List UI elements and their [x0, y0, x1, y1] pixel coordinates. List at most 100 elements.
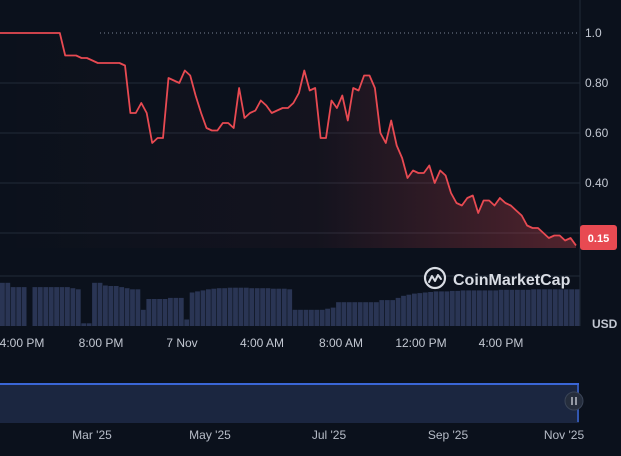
navigator-label: Mar '25	[72, 428, 112, 442]
brand-name: CoinMarketCap	[453, 272, 571, 289]
volume-bar	[558, 289, 564, 326]
y-axis-unit: USD	[592, 317, 618, 331]
volume-bar	[168, 297, 173, 326]
x-tick-label: 4:00 PM	[0, 336, 44, 350]
volume-bar	[569, 289, 574, 326]
volume-bar	[135, 289, 141, 326]
volume-bar	[43, 287, 49, 326]
volume-bar	[444, 291, 450, 326]
y-tick-label: 0.60	[585, 126, 609, 140]
volume-bar	[222, 288, 227, 326]
volume-bar	[455, 290, 461, 326]
volume-bar	[422, 292, 428, 326]
volume-bar	[254, 288, 260, 326]
volume-bar	[498, 289, 504, 326]
volume-bar	[249, 288, 255, 326]
price-area-fill	[0, 33, 576, 248]
x-tick-label: 4:00 AM	[240, 336, 284, 350]
volume-bar	[314, 309, 320, 326]
x-tick-label: 4:00 PM	[479, 336, 524, 350]
volume-bar	[417, 293, 423, 326]
y-axis: 0.40 0.60 0.80 1.0	[585, 26, 609, 190]
volume-bar	[374, 302, 379, 326]
navigator-label: Sep '25	[428, 428, 469, 442]
volume-bar	[119, 287, 125, 326]
volume-bar	[103, 285, 108, 326]
volume-bar	[211, 288, 217, 326]
volume-bar	[319, 309, 325, 326]
volume-bar	[357, 302, 363, 326]
volume-bar	[384, 300, 390, 326]
volume-bar	[189, 292, 195, 326]
volume-bar	[108, 286, 114, 326]
volume-bar	[298, 309, 303, 326]
volume-bar	[395, 297, 401, 326]
volume-bar	[113, 286, 119, 326]
volume-bar	[16, 287, 22, 326]
volume-bar	[390, 300, 396, 326]
x-axis: 4:00 PM 8:00 PM 7 Nov 4:00 AM 8:00 AM 12:00 P…	[0, 336, 523, 350]
volume-bar	[216, 288, 222, 326]
volume-bar	[140, 309, 146, 326]
volume-bar	[146, 299, 152, 326]
price-badge: 0.15	[580, 225, 617, 250]
brand-watermark: CoinMarketCap	[423, 266, 571, 290]
volume-bar	[412, 293, 417, 326]
volume-bar	[401, 295, 406, 326]
volume-bar	[54, 287, 59, 326]
volume-bar	[520, 289, 526, 326]
volume-bar	[173, 297, 179, 326]
volume-bar	[460, 290, 466, 326]
volume-bar	[260, 288, 265, 326]
volume-bar	[330, 307, 336, 326]
volume-bar	[5, 282, 11, 326]
x-tick-label: 8:00 AM	[319, 336, 363, 350]
volume-bar	[243, 287, 249, 326]
volume-bar	[10, 287, 16, 326]
volume-bar	[379, 300, 385, 326]
price-badge-value: 0.15	[588, 233, 609, 245]
y-tick-label: 0.80	[585, 76, 609, 90]
volume-bar	[151, 299, 157, 326]
volume-bar	[206, 289, 211, 326]
x-tick-label: 7 Nov	[166, 336, 197, 350]
volume-bar	[157, 299, 162, 326]
volume-bar	[287, 289, 293, 326]
volume-bar	[433, 291, 439, 326]
volume-bar	[406, 294, 412, 326]
volume-bar	[449, 290, 455, 326]
volume-bar	[70, 288, 76, 326]
volume-bar	[509, 289, 515, 326]
volume-bar	[336, 302, 341, 326]
volume-bar	[525, 289, 531, 326]
y-tick-label: 0.40	[585, 176, 609, 190]
volume-bar	[265, 288, 271, 326]
volume-bar	[466, 290, 471, 326]
navigator-label: May '25	[189, 428, 231, 442]
volume-bar	[363, 302, 368, 326]
volume-bar	[59, 287, 65, 326]
volume-bar	[81, 323, 87, 326]
volume-bar	[482, 290, 488, 326]
volume-bar	[0, 282, 5, 326]
navigator-handle-icon[interactable]	[564, 391, 584, 411]
range-navigator[interactable]	[0, 383, 584, 423]
volume-bar	[178, 297, 184, 326]
volume-bar	[32, 287, 38, 326]
volume-bar	[504, 289, 509, 326]
volume-bar	[515, 289, 520, 326]
volume-bar	[195, 291, 200, 326]
volume-bar	[233, 287, 238, 326]
volume-bar	[271, 288, 276, 326]
x-tick-label: 8:00 PM	[79, 336, 124, 350]
volume-bar	[92, 282, 97, 326]
price-line[interactable]	[0, 32, 577, 247]
volume-bar	[65, 287, 70, 326]
volume-bar	[130, 289, 135, 326]
volume-bars	[0, 282, 580, 326]
navigator-label: Jul '25	[312, 428, 347, 442]
volume-bar	[309, 309, 314, 326]
volume-bar	[352, 302, 358, 326]
volume-bar	[86, 323, 92, 326]
